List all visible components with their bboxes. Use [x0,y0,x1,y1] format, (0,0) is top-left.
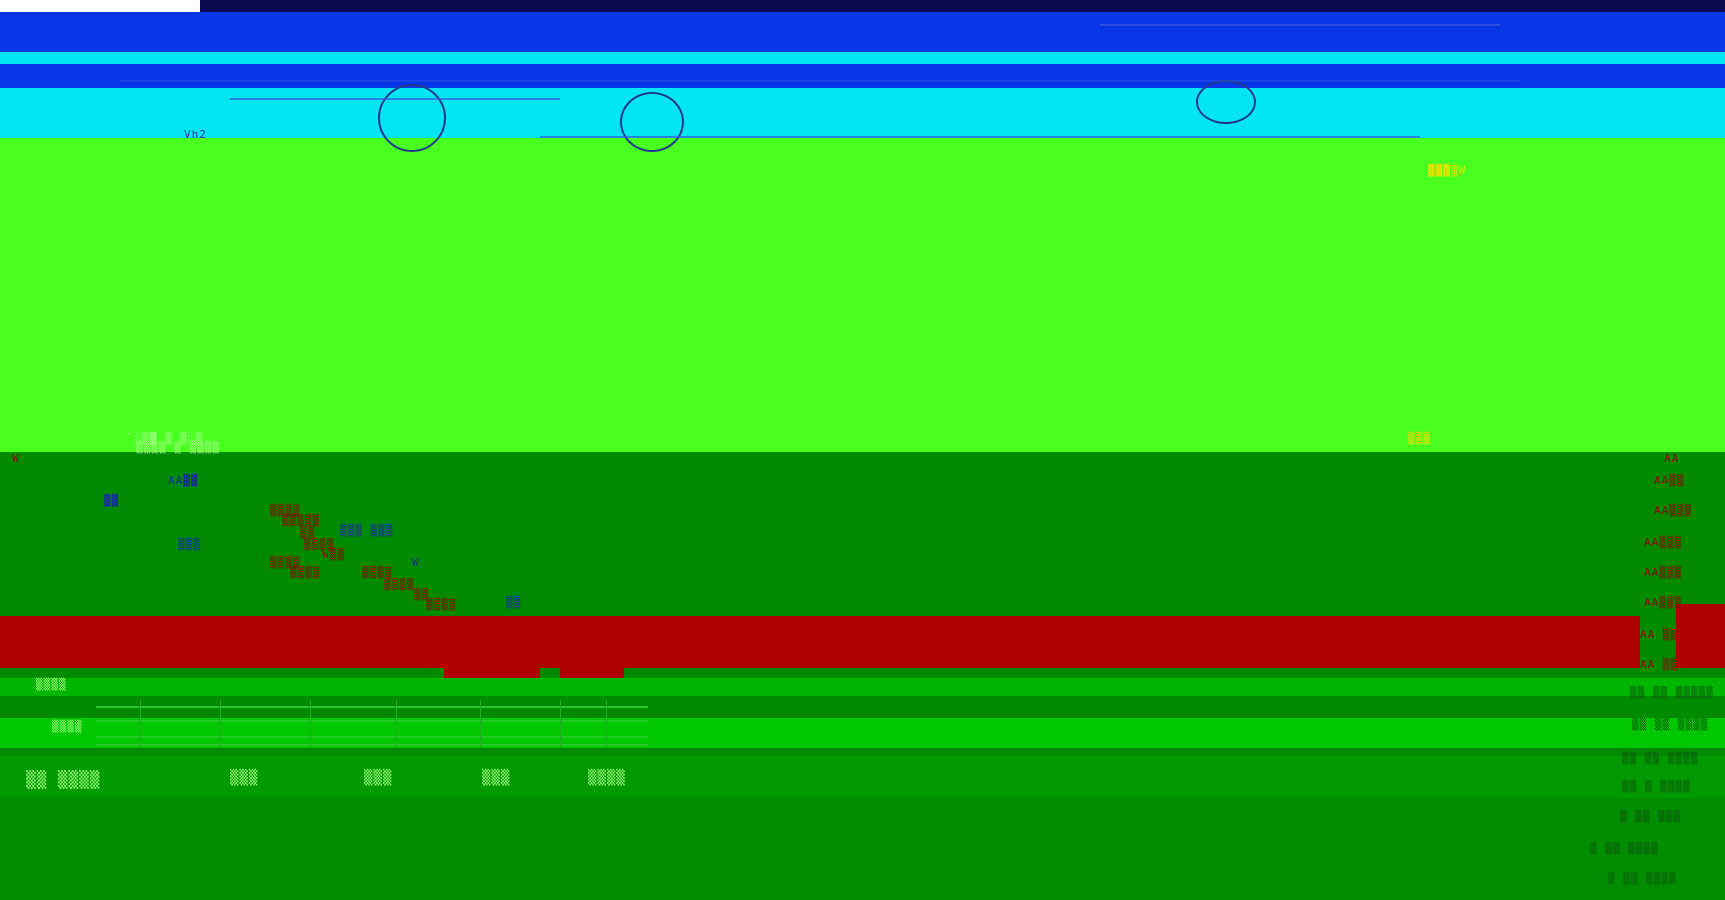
grid-line-2 [96,720,648,722]
glitch-status-e: ▒▒▒▒ [588,770,626,786]
glitch-status-b: ▒▒▒ [230,770,259,786]
glitch-right-5: AA▒▒▒ [1644,566,1683,579]
grid-line-1 [96,706,648,708]
glitch-stair-11: ▒▒▒▒ [426,598,457,611]
wheel-outline-right [1196,80,1256,124]
grid-tick-2 [220,700,221,748]
top-navy-strip [200,0,1725,12]
glitch-status-d: ▒▒▒ [482,770,511,786]
stair-block-1 [394,616,434,626]
glitch-blue-2: W [412,556,420,569]
glitch-text-yellow-a: ▒▒▒ [1408,432,1431,445]
scanline-4 [120,80,1520,82]
cyan-band-1 [0,52,1725,64]
grid-line-3 [96,736,648,738]
stair-block-3 [444,668,540,678]
glitch-stair-6: ▒▒▒▒ [270,556,301,569]
grid-tick-5 [480,700,481,748]
grid-tick-3 [310,700,311,748]
glitch-right-14: ▒ ▒▒ ▒▒▒▒ [1590,842,1659,855]
green-stripe-4 [0,798,1725,900]
glitch-text-left-w: W [12,452,20,465]
glitch-axis-b: ▒▒▒▒ [52,720,83,733]
glitch-blue-3: ▒▒ [506,596,522,609]
glitch-text-yellow-b: ▓▓▓▒W [1428,164,1467,177]
grid-tick-7 [606,700,607,748]
glitch-blue-1: ▒▒▒ ▒▒▒ [340,524,394,537]
glitch-stair-9: ▒▒▒▒ [384,578,415,591]
scanline-2 [540,136,1420,138]
cyan-band-2 [0,88,1725,138]
grid-tick-4 [396,700,397,748]
glitch-text-green-b: ▒▒▒▒ ▒ ▒▒▒▒ [136,441,220,454]
green-stripe-1 [0,678,1725,696]
glitch-text-green-a: ﾞ░▒▓ ▒ ▒░▒ [128,432,204,445]
glitch-text-top: Vh2 [184,128,207,141]
red-band [0,616,1640,668]
glitch-stair-4: ▒▒▒▒ [304,538,335,551]
glitch-right-11: ▒▒ ▒▒ ▒▒▒▒ [1622,752,1699,765]
grid-line-4 [96,744,648,746]
glitch-right-4: AA▒▒▒ [1644,536,1683,549]
scanline-3 [1100,24,1500,26]
wheel-outline-left [378,84,446,152]
grid-tick-6 [560,700,561,748]
glitch-right-13: ▒ ▒▒ ▒▒▒ [1620,810,1681,823]
glitch-col-c: ▒▒▒ [178,538,201,551]
glitch-stair-8: ▒▒▒▒ [362,566,393,579]
glitch-stair-5: W▒▒ [322,548,345,561]
glitch-right-3: AA▒▒▒ [1654,504,1693,517]
glitch-stair-3: ▒▒ [300,526,316,539]
glitch-right-8: AA ▒▒ [1640,658,1679,671]
glitch-stair-2: ▒▒▒▒▒ [282,514,321,527]
glitch-col-b: ▓▓ [104,494,120,507]
glitch-right-2: AA▒▒ [1654,474,1685,487]
glitch-right-12: ▒▒ ▒ ▒▒▒▒ [1622,780,1691,793]
stair-block-2 [434,616,474,626]
glitch-status-c: ▒▒▒ [364,770,393,786]
top-left-white-block [0,0,200,12]
scanline-1 [230,98,560,100]
glitch-right-15: ▒ ▒▒ ▒▒▒▒ [1608,872,1677,885]
glitch-stair-10: ▒▒ [414,588,430,601]
glitch-right-10: ▒▒ ▒▒ ▒▒▒▒ [1632,718,1709,731]
glitch-stair-7: ▒▒▒▒ [290,566,321,579]
glitch-status-a: ▒▒ ▒▒▒▒ [26,770,101,789]
glitch-right-1: AA [1664,452,1680,465]
glitch-right-7: AA ▒▒ [1640,628,1679,641]
stair-block-4 [560,668,624,678]
glitch-col-a: AA▓▓ [168,474,199,487]
green-stripe-3 [0,756,1725,798]
blue-band-1 [0,12,1725,52]
green-stripe-2 [0,718,1725,748]
glitch-right-9: ▒▒ ▒▒ ▒▒▒▒▒ [1630,686,1714,699]
wheel-outline-mid [620,92,684,152]
bright-green-region [0,138,1725,452]
blue-band-2 [0,64,1725,88]
glitch-stair-1: ▒▒▒▒ [270,504,301,517]
glitch-right-6: AA▒▒▒ [1644,596,1683,609]
grid-tick-1 [140,700,141,748]
red-band-right [1676,604,1725,668]
glitch-axis-a: ▒▒▒▒ [36,678,67,691]
